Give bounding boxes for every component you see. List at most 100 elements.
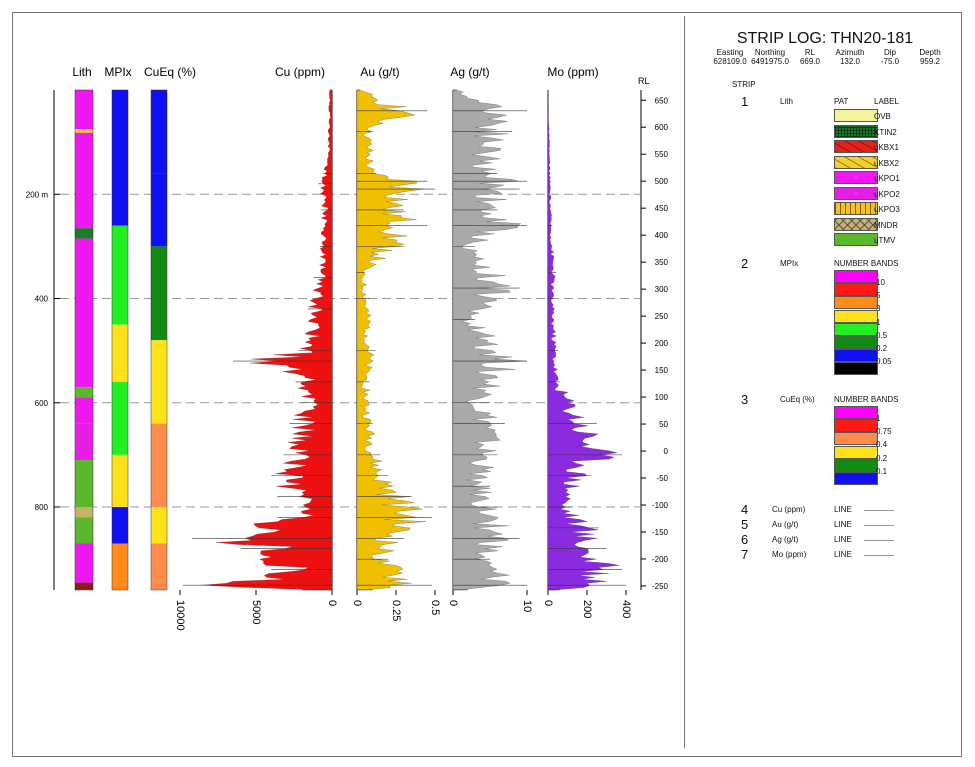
collar-value: -75.0 bbox=[880, 57, 900, 66]
line-sample bbox=[864, 555, 894, 556]
strip-col3: LABEL bbox=[874, 97, 899, 106]
strip-band bbox=[151, 543, 167, 590]
legend-item-label: 0.4 bbox=[876, 440, 888, 450]
legend-swatch bbox=[834, 445, 878, 459]
collar-value: 959.2 bbox=[919, 57, 941, 66]
legend-swatch bbox=[834, 202, 878, 215]
rl-tick-label: 150 bbox=[655, 366, 669, 375]
legend-item-label: 0.75 bbox=[876, 427, 892, 437]
strip-header: CuEq (%) bbox=[144, 65, 196, 79]
rl-tick-label: 200 bbox=[655, 339, 669, 348]
strip-band bbox=[75, 228, 93, 239]
series-axis-tick-label: 200 bbox=[581, 600, 593, 618]
strip-outline bbox=[150, 89, 168, 591]
collar-header: Northing bbox=[754, 48, 786, 57]
collar-header: RL bbox=[804, 48, 816, 57]
strip-band bbox=[75, 387, 93, 398]
strip-col2: NUMBER BANDS bbox=[834, 259, 899, 268]
rl-tick-label: -250 bbox=[652, 582, 669, 591]
series-axis-tick-label: 0.25 bbox=[390, 600, 402, 621]
line-strip-number: 4 bbox=[741, 502, 749, 517]
series-axis-tick-label: 400 bbox=[620, 600, 632, 618]
series-axis-tick-label: 0.5 bbox=[429, 600, 441, 615]
strip-name: Lith bbox=[780, 97, 793, 106]
rl-tick-label: -200 bbox=[652, 555, 669, 564]
rl-tick-label: 0 bbox=[664, 447, 669, 456]
rl-tick-label: 550 bbox=[655, 150, 669, 159]
series-axis-tick-label: 0 bbox=[447, 600, 459, 606]
strip-number: 1 bbox=[741, 94, 749, 109]
line-strip-name: Au (g/t) bbox=[772, 520, 799, 529]
strip-name: MPIx bbox=[780, 259, 799, 268]
log-title: STRIP LOG: THN20-181 bbox=[736, 30, 914, 47]
series-profile bbox=[547, 90, 620, 591]
rl-tick-label: 350 bbox=[655, 258, 669, 267]
series-header: Mo (ppm) bbox=[547, 65, 598, 79]
legend-swatch bbox=[834, 296, 878, 310]
legend-item-label: uKBX1 bbox=[874, 143, 899, 152]
strip-band bbox=[75, 132, 93, 229]
series-profile bbox=[452, 89, 527, 591]
legend-item-label: uKPO1 bbox=[874, 174, 900, 183]
collar-header: Azimuth bbox=[835, 48, 865, 57]
line-sample bbox=[864, 525, 894, 526]
series-axis-tick-label: 0 bbox=[326, 600, 338, 606]
legend-swatch bbox=[834, 472, 878, 485]
legend-swatch bbox=[834, 270, 878, 283]
legend-swatch bbox=[834, 458, 878, 472]
line-sample bbox=[864, 540, 894, 541]
line-strip-type: LINE bbox=[834, 505, 852, 514]
collar-value: 132.0 bbox=[839, 57, 861, 66]
legend-swatch bbox=[834, 155, 878, 169]
strip-band bbox=[112, 381, 128, 455]
strip-band bbox=[112, 454, 128, 508]
legend-swatch bbox=[834, 349, 878, 363]
strip-band bbox=[75, 582, 93, 590]
legend-swatch bbox=[834, 362, 878, 376]
collar-header: Easting bbox=[716, 48, 744, 57]
panel-divider bbox=[684, 16, 685, 748]
strip-band bbox=[75, 543, 93, 583]
legend-swatch bbox=[834, 406, 878, 419]
legend-item-label: 0.05 bbox=[876, 357, 892, 367]
strip-band bbox=[112, 90, 128, 226]
series-axis-tick-label: 0 bbox=[351, 600, 363, 606]
series-axis-tick-label: 10 bbox=[521, 600, 533, 612]
legend-item-label: 3 bbox=[876, 304, 881, 314]
line-strip-type: LINE bbox=[834, 535, 852, 544]
strip-band bbox=[75, 397, 93, 424]
depth-tick-label: 600 bbox=[35, 399, 49, 408]
legend-swatch bbox=[834, 140, 878, 153]
legend-swatch bbox=[834, 233, 878, 246]
strip-name: CuEq (%) bbox=[780, 395, 815, 404]
legend-swatch bbox=[834, 336, 878, 349]
strip-band bbox=[75, 423, 93, 461]
line-strip-type: LINE bbox=[834, 520, 852, 529]
legend-item-label: 0.5 bbox=[876, 330, 888, 340]
rl-tick-label: 650 bbox=[655, 96, 669, 105]
series-header: Cu (ppm) bbox=[275, 65, 325, 79]
strip-band bbox=[75, 238, 93, 388]
rl-tick-label: 500 bbox=[655, 177, 669, 186]
legend-item-label: MNDR bbox=[874, 220, 898, 230]
strip-band bbox=[112, 324, 128, 382]
strip-band bbox=[112, 225, 128, 325]
strip-outline bbox=[74, 89, 94, 591]
legend-item-label: 0.2 bbox=[876, 344, 888, 353]
legend-swatch bbox=[834, 109, 878, 122]
series-profile bbox=[201, 89, 333, 591]
page-frame bbox=[12, 12, 962, 757]
legend-swatch bbox=[834, 432, 878, 446]
depth-tick-label: 200 m bbox=[26, 190, 49, 199]
collar-header: Dip bbox=[883, 48, 896, 57]
legend-item-label: OVB bbox=[874, 112, 891, 121]
legend-item-label: uKPO3 bbox=[874, 205, 900, 214]
legend-swatch bbox=[834, 171, 878, 184]
legend-item-label: uTMV bbox=[874, 236, 896, 245]
strip-header-label: STRIP bbox=[732, 80, 756, 89]
collar-value: 628109.0 bbox=[713, 57, 747, 66]
series-header: Ag (g/t) bbox=[450, 65, 489, 79]
legend-panel: STRIP LOG: THN20-181 Easting 628109.0 Nort… bbox=[690, 14, 960, 754]
line-sample bbox=[864, 510, 894, 511]
collar-value: 6491975.0 bbox=[751, 57, 789, 66]
